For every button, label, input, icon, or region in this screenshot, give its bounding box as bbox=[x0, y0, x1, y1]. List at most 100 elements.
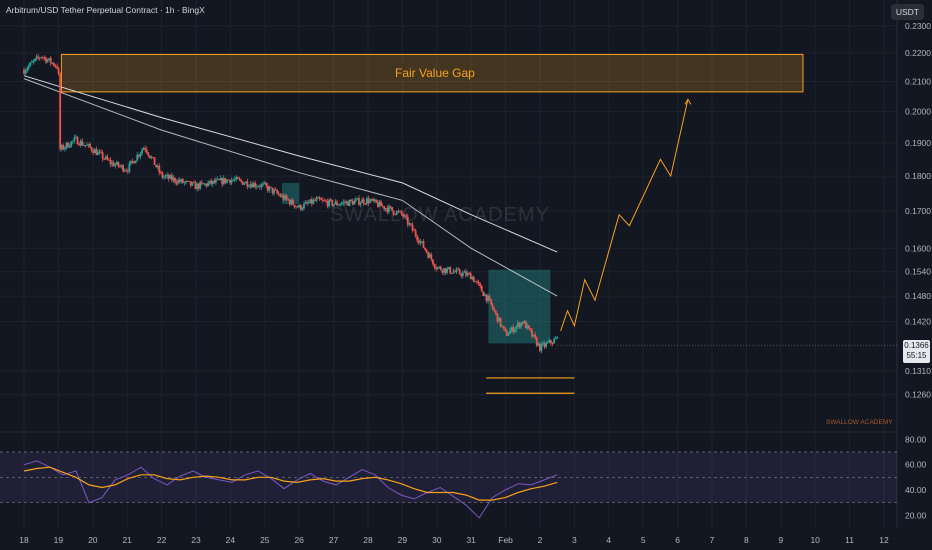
candle-body bbox=[422, 241, 425, 248]
candle-body bbox=[159, 172, 162, 174]
candle-body bbox=[68, 146, 71, 148]
x-tick-label: 6 bbox=[675, 535, 680, 545]
candle-body bbox=[142, 148, 145, 150]
candle-body bbox=[152, 157, 154, 158]
candle-body bbox=[370, 199, 373, 201]
candle-body bbox=[260, 184, 263, 188]
candle-body bbox=[518, 322, 521, 328]
candle-body bbox=[545, 343, 548, 347]
candle-body bbox=[128, 163, 131, 172]
candle-body bbox=[472, 277, 475, 282]
candle-body bbox=[41, 57, 44, 58]
candle-body bbox=[32, 60, 35, 62]
candle-body bbox=[372, 199, 375, 202]
rsi-ma-line bbox=[23, 466, 558, 501]
candle-body bbox=[553, 339, 555, 344]
candle-body bbox=[336, 201, 338, 206]
candle-body bbox=[279, 194, 282, 197]
last-price-tag: 0.1366 55:15 bbox=[903, 340, 930, 363]
candle-body bbox=[205, 183, 208, 187]
candle-body bbox=[438, 266, 441, 268]
candle-body bbox=[271, 187, 274, 194]
candle-body bbox=[501, 326, 504, 328]
moving-average-line bbox=[23, 78, 558, 297]
candle-body bbox=[540, 343, 543, 351]
candle-body bbox=[461, 272, 464, 276]
candle-body bbox=[309, 199, 312, 203]
candle-body bbox=[62, 145, 65, 150]
candle-body bbox=[499, 317, 502, 327]
x-tick-label: 20 bbox=[88, 535, 98, 545]
candle-body bbox=[153, 157, 156, 165]
candle-body bbox=[265, 182, 268, 186]
chart-title: Arbitrum/USD Tether Perpetual Contract ·… bbox=[6, 5, 205, 15]
candle-body bbox=[57, 68, 60, 74]
candle-body bbox=[523, 321, 526, 324]
candle-body bbox=[480, 285, 483, 292]
candle-body bbox=[90, 147, 93, 151]
candle-body bbox=[340, 203, 343, 205]
rsi-line bbox=[23, 460, 558, 519]
y-tick-label: 0.1900 bbox=[905, 138, 931, 148]
candle-body bbox=[246, 181, 249, 187]
candle-body bbox=[534, 334, 537, 338]
candle-body bbox=[281, 195, 283, 197]
candle-body bbox=[101, 152, 104, 159]
candle-body bbox=[26, 68, 29, 71]
candle-body bbox=[529, 328, 532, 331]
candle-body bbox=[292, 199, 294, 205]
y-tick-label: 0.1800 bbox=[905, 171, 931, 181]
candle-body bbox=[548, 340, 551, 343]
candle-body bbox=[150, 157, 153, 158]
candle-body bbox=[482, 291, 485, 296]
candles bbox=[23, 53, 559, 354]
candle-body bbox=[244, 181, 247, 184]
candle-body bbox=[51, 63, 54, 64]
candle-body bbox=[270, 186, 272, 188]
candle-body bbox=[232, 179, 235, 181]
candle-body bbox=[402, 213, 404, 217]
candle-body bbox=[230, 179, 233, 183]
candle-body bbox=[367, 198, 370, 204]
candle-body bbox=[164, 176, 167, 177]
rsi-tick-label: 20.00 bbox=[905, 510, 927, 520]
candle-body bbox=[145, 149, 148, 153]
y-tick-label: 0.1540 bbox=[905, 267, 931, 277]
projection-path bbox=[560, 99, 689, 332]
candle-body bbox=[178, 180, 181, 182]
fvg-label: Fair Value Gap bbox=[395, 66, 475, 80]
candle-body bbox=[397, 211, 400, 213]
candle-body bbox=[416, 236, 419, 241]
candle-body bbox=[233, 179, 236, 181]
candle-body bbox=[163, 176, 165, 178]
candle-body bbox=[375, 199, 378, 203]
candle-body bbox=[353, 200, 356, 205]
candle-body bbox=[130, 160, 132, 164]
candle-body bbox=[37, 56, 40, 58]
candle-body bbox=[449, 267, 452, 274]
candle-body bbox=[71, 140, 74, 142]
candle-body bbox=[474, 281, 477, 283]
candle-body bbox=[323, 200, 326, 201]
candle-body bbox=[347, 201, 349, 206]
candle-body bbox=[189, 181, 192, 186]
candle-body bbox=[248, 186, 250, 188]
candle-body bbox=[285, 195, 288, 199]
candle-body bbox=[136, 154, 139, 161]
candle-body bbox=[455, 269, 458, 272]
candle-body bbox=[63, 147, 66, 150]
candle-body bbox=[131, 160, 134, 162]
candle-body bbox=[144, 148, 147, 150]
candle-body bbox=[337, 204, 340, 206]
currency-badge[interactable]: USDT bbox=[890, 4, 924, 20]
candle-body bbox=[67, 142, 69, 148]
candle-body bbox=[439, 266, 442, 271]
candle-body bbox=[73, 137, 76, 141]
candle-body bbox=[202, 183, 205, 185]
candle-body bbox=[166, 174, 169, 177]
candle-body bbox=[222, 178, 225, 185]
candle-body bbox=[191, 182, 194, 186]
candle-body bbox=[93, 149, 96, 154]
